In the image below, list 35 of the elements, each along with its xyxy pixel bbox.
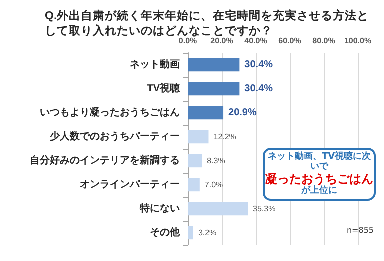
bar bbox=[188, 154, 202, 168]
annotation: ネット動画、TV視聴に次いで bbox=[266, 152, 372, 173]
bar bbox=[188, 226, 194, 240]
y-tick-label: ネット動画 bbox=[130, 58, 180, 70]
y-tick-label: その他 bbox=[150, 226, 181, 238]
x-tick-label: 80.0% bbox=[312, 36, 336, 46]
y-tick-label: 少人数でのおうちパーティー bbox=[49, 130, 180, 142]
annotation: 凝ったおうちごはん bbox=[265, 172, 374, 186]
data-label: 7.0% bbox=[204, 180, 224, 190]
y-tick-label: いつもより凝ったおうちごはん bbox=[40, 106, 180, 118]
x-tick-label: 20.0% bbox=[210, 36, 234, 46]
x-tick-label: 60.0% bbox=[278, 36, 302, 46]
data-label: 30.4% bbox=[244, 84, 274, 94]
y-tick-label: 特にない bbox=[139, 202, 180, 214]
x-tick-label: 40.0% bbox=[244, 36, 268, 46]
bar bbox=[188, 106, 224, 120]
bar bbox=[188, 58, 240, 72]
data-label: 3.2% bbox=[198, 228, 217, 238]
annotation: が上位に bbox=[300, 186, 338, 197]
annotation: n=855 bbox=[346, 226, 374, 235]
bar bbox=[188, 202, 248, 216]
y-tick-label: 自分好みのインテリアを新調する bbox=[30, 154, 180, 166]
data-label: 12.2% bbox=[214, 132, 236, 142]
y-tick-label: オンラインパーティー bbox=[80, 180, 180, 190]
data-label: 35.3% bbox=[253, 204, 276, 214]
data-label: 8.3% bbox=[207, 156, 226, 166]
bar bbox=[188, 82, 240, 96]
data-label: 30.4% bbox=[244, 60, 274, 70]
y-tick-label: TV視聴 bbox=[147, 82, 181, 94]
x-tick-label: 0.0% bbox=[178, 36, 198, 46]
chart-title: Q.外出自粛が続く年末年始に、在宅時間を充実させる方法として取り入れたいのはどんなことですか？ bbox=[45, 8, 370, 38]
bar bbox=[188, 130, 209, 144]
x-tick-label: 100.0% bbox=[344, 36, 372, 46]
data-label: 20.9% bbox=[228, 108, 257, 118]
bar bbox=[188, 178, 200, 192]
